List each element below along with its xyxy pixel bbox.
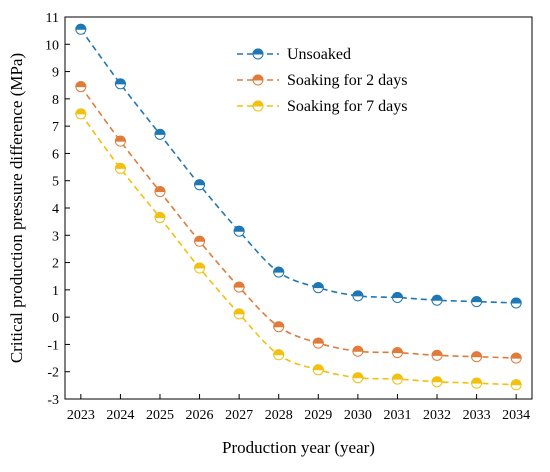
legend-item-1: Unsoaked <box>237 46 351 63</box>
y-axis: -3 -2 -1 0 1 2 3 4 5 6 7 8 9 10 11 <box>45 11 70 408</box>
legend-marker <box>252 100 264 112</box>
data-point <box>154 212 166 224</box>
x-tick-label: 2028 <box>265 408 293 423</box>
data-point <box>114 135 126 147</box>
data-point <box>114 78 126 90</box>
x-tick-label: 2030 <box>344 408 372 423</box>
legend: Unsoaked Soaking for 2 days Soaking for 7 … <box>237 46 407 115</box>
x-tick-label: 2031 <box>383 408 411 423</box>
x-tick-label: 2026 <box>186 408 214 423</box>
data-point <box>273 266 285 278</box>
data-point <box>154 128 166 140</box>
data-point <box>75 81 87 93</box>
series-line <box>80 28 517 304</box>
data-point <box>510 379 522 391</box>
series-layer <box>75 23 522 391</box>
data-point <box>471 296 483 308</box>
data-point <box>352 372 364 384</box>
data-point <box>312 282 324 294</box>
x-axis-title: Production year (year) <box>222 438 375 457</box>
data-point <box>352 290 364 302</box>
legend-marker <box>252 74 264 86</box>
data-point <box>273 349 285 361</box>
data-point <box>431 376 443 388</box>
data-point <box>510 297 522 309</box>
data-point <box>391 373 403 385</box>
x-tick-label: 2033 <box>463 408 491 423</box>
data-point <box>114 162 126 174</box>
data-point <box>194 262 206 274</box>
data-point <box>154 186 166 198</box>
data-point <box>431 349 443 361</box>
data-point <box>431 294 443 306</box>
x-tick-label: 2027 <box>225 408 253 423</box>
data-point <box>75 108 87 120</box>
y-tick-label: 5 <box>52 175 59 190</box>
data-point <box>233 225 245 237</box>
y-axis-title: Critical production pressure difference … <box>7 53 26 363</box>
legend-label: Soaking for 2 days <box>287 72 407 89</box>
data-point <box>194 179 206 191</box>
data-point <box>391 291 403 303</box>
data-point <box>75 23 87 35</box>
data-point <box>471 377 483 389</box>
legend-item-2: Soaking for 2 days <box>237 72 407 89</box>
y-tick-label: 4 <box>52 202 59 217</box>
data-point <box>391 347 403 359</box>
y-tick-label: 2 <box>52 257 59 272</box>
y-tick-label: 6 <box>52 147 59 162</box>
legend-marker <box>252 48 264 60</box>
data-point <box>273 321 285 333</box>
y-tick-label: 9 <box>52 66 59 81</box>
x-tick-label: 2032 <box>423 408 451 423</box>
series-2 <box>75 81 522 364</box>
data-point <box>194 235 206 247</box>
y-tick-label: -1 <box>47 338 59 353</box>
y-tick-label: 7 <box>52 120 59 135</box>
series-1 <box>75 23 522 309</box>
x-axis: 2023 2024 2025 2026 2027 2028 2029 2030 2031 2032… <box>67 394 530 423</box>
y-tick-label: 0 <box>52 311 59 326</box>
legend-label: Soaking for 7 days <box>287 98 407 115</box>
y-tick-label: 11 <box>46 11 59 26</box>
data-point <box>233 308 245 320</box>
series-line <box>80 86 517 359</box>
y-tick-label: 8 <box>52 93 59 108</box>
data-point <box>352 345 364 357</box>
y-tick-label: -3 <box>47 393 59 408</box>
data-point <box>510 352 522 364</box>
x-tick-label: 2034 <box>502 408 530 423</box>
series-3 <box>75 108 522 391</box>
series-line <box>80 113 517 386</box>
data-point <box>233 281 245 293</box>
data-point <box>312 337 324 349</box>
x-tick-label: 2023 <box>67 408 95 423</box>
x-tick-label: 2025 <box>146 408 174 423</box>
legend-item-3: Soaking for 7 days <box>237 98 407 115</box>
y-tick-label: 1 <box>52 284 59 299</box>
x-tick-label: 2024 <box>106 408 134 423</box>
y-tick-label: -2 <box>47 366 59 381</box>
y-tick-label: 3 <box>52 229 59 244</box>
data-point <box>471 351 483 363</box>
legend-label: Unsoaked <box>287 46 351 63</box>
x-tick-label: 2029 <box>304 408 332 423</box>
data-point <box>312 364 324 376</box>
y-tick-label: 10 <box>45 38 59 53</box>
